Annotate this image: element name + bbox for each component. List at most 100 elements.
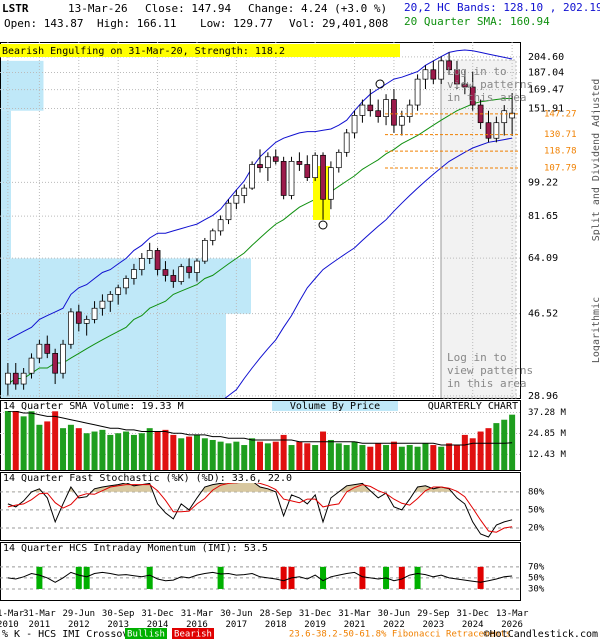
fib-value: 130.71 [544,130,577,140]
pattern-marker [318,220,328,230]
candle-body [186,266,192,273]
pattern-label: Bearish Engulfing on 31-Mar-20, Strength… [2,46,285,57]
candle-body [36,343,43,359]
candle-body [501,110,508,124]
price-panel: 147.27 130.71 118.78 107.79 Bearish Engulfi… [0,42,600,600]
candle-body [178,266,185,282]
login-line: view patterns [447,364,533,377]
volume-panel: 37.28 M 24.85 M 12.43 M 14 Quarter SMA Volu… [0,400,567,471]
bar [398,446,405,470]
x-tick-label: 31-Dec 2024 [456,609,489,630]
bar [60,428,67,470]
bar [186,436,193,470]
candle-body [249,164,255,189]
candle-body [398,116,405,126]
line [7,481,513,533]
candle-body [414,78,421,106]
candle-body [446,60,452,71]
candle-body [170,275,177,282]
title-bg [1,401,191,411]
y-tick-label: 64.09 [528,253,558,264]
candle-body [115,287,122,295]
x-tick-label: 13-Mar 2026 [496,609,529,630]
pattern-marker [375,79,385,89]
line [224,137,513,398]
bar [241,445,248,470]
bar [130,434,137,470]
bar [209,439,216,470]
candle-body [509,112,515,119]
x-tick-label: 31-Mar 2016 [181,609,214,630]
bar [123,431,130,470]
candle-body [209,230,216,241]
candle-body [241,187,248,196]
volume-by-price [1,60,251,398]
bar [509,414,516,470]
bar [296,441,303,470]
candle-body [52,353,59,374]
bar [469,438,476,470]
candle-body [335,151,342,169]
bar [359,445,366,470]
candle-body [107,294,114,302]
candle-body [312,154,319,178]
x-tick-label: 29-Jun 2012 [63,609,96,630]
bands: 20,2 HC Bands: 128.10 , 202.19 [404,1,600,14]
bar [83,433,90,470]
title-bg [1,543,269,553]
x-tick-label: 31-Mar2010 [0,609,25,630]
bar [225,443,232,470]
candle-body [296,161,303,165]
legend-swatch [125,628,167,639]
candle-body [272,156,279,162]
bar [20,416,27,470]
candle-body [12,372,19,385]
signal-bar [280,566,287,589]
candle-body [146,250,153,259]
sma: 20 Quarter SMA: 160.94 [404,15,550,28]
bar [375,443,382,470]
panel-note: QUARTERLY CHART [428,401,518,412]
bar [343,445,350,470]
close: Close: 147.94 [145,2,231,15]
y-tick-label: 70% [528,562,545,572]
bar [414,446,421,470]
panel-title: 14 Quarter HCS Intraday Momentum (IMI): … [3,543,268,554]
bar [406,445,413,470]
candle-body [454,69,460,85]
y-tick-label: 24.85 M [528,429,567,439]
bar [99,429,106,470]
candle-body [422,69,429,80]
candle-body [430,69,437,80]
candle-body [493,122,500,139]
candle-body [225,202,232,221]
signal-bar [414,566,421,589]
bar [446,443,453,470]
bar [312,445,319,470]
axis-note: Split and Dividend Adjusted [591,79,600,242]
x-tick-label: 31-Mar 2021 [338,609,371,630]
volume: Vol: 29,401,808 [289,17,388,30]
bar [304,443,311,470]
bar [280,434,287,470]
login-line: Log in to [447,65,507,78]
vbp-bar [1,164,11,210]
panel-title: 14 Quarter Fast Stochastic (%K) (%D): 33… [3,473,292,484]
line [7,571,513,583]
candles [5,52,515,396]
candle-body [123,278,129,289]
title-bg [1,473,291,483]
bar [493,423,500,470]
y-tick-label: 80% [528,487,545,497]
signal-bar [146,566,153,589]
y-tick-label: 20% [528,523,545,533]
bar [201,438,208,470]
candle-body [461,83,468,88]
fib-label: 23.6-38.2-50-61.8% Fibonacci Retracement… [289,630,511,640]
candle-body [20,372,27,385]
bar [335,443,342,470]
x-tick-label: 31-Dec 2019 [299,609,332,630]
x-tick-label: 31-Dec 2014 [141,609,174,630]
candle-body [194,260,200,273]
candle-body [328,167,334,200]
